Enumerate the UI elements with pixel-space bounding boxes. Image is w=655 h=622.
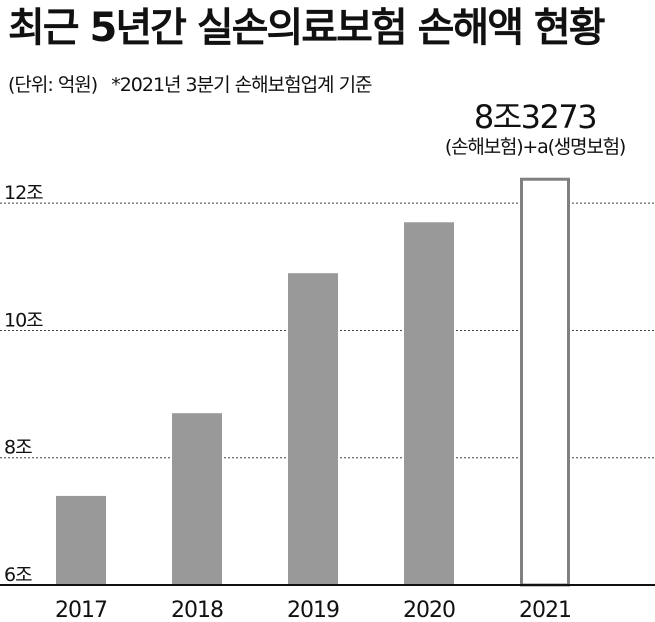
- bar-2021: [520, 177, 570, 587]
- x-tick-label: 2019: [287, 598, 339, 622]
- bar-2020: [404, 222, 454, 586]
- highlight-value-label: 8조3273: [473, 98, 598, 136]
- y-tick-label: 6조: [4, 564, 32, 586]
- x-tick-label: 2020: [403, 598, 455, 622]
- bar-2017: [56, 495, 106, 585]
- bar-2019: [288, 273, 338, 585]
- x-tick-label: 2018: [171, 598, 223, 622]
- y-tick-label: 10조: [4, 309, 43, 331]
- chart-title: 최근 5년간 실손의료보험 손해액 현황: [8, 5, 606, 51]
- y-tick-label: 8조: [4, 437, 32, 459]
- y-tick-label: 12조: [4, 182, 43, 204]
- bars: [56, 177, 570, 587]
- chart-subtitle: (단위: 억원) *2021년 3분기 손해보험업계 기준: [8, 70, 373, 97]
- bar-2018: [172, 413, 222, 585]
- x-axis-labels: 2017 2018 2019 2020 2021: [55, 598, 572, 622]
- x-tick-label: 2021: [519, 598, 571, 622]
- unit-label: (단위: 억원): [8, 74, 98, 96]
- highlight-note-label: (손해보험)+a(생명보험): [444, 136, 626, 158]
- source-note: *2021년 3분기 손해보험업계 기준: [111, 74, 372, 96]
- x-tick-label: 2017: [55, 598, 107, 622]
- y-axis-labels: 6조 8조 10조 12조: [4, 182, 44, 586]
